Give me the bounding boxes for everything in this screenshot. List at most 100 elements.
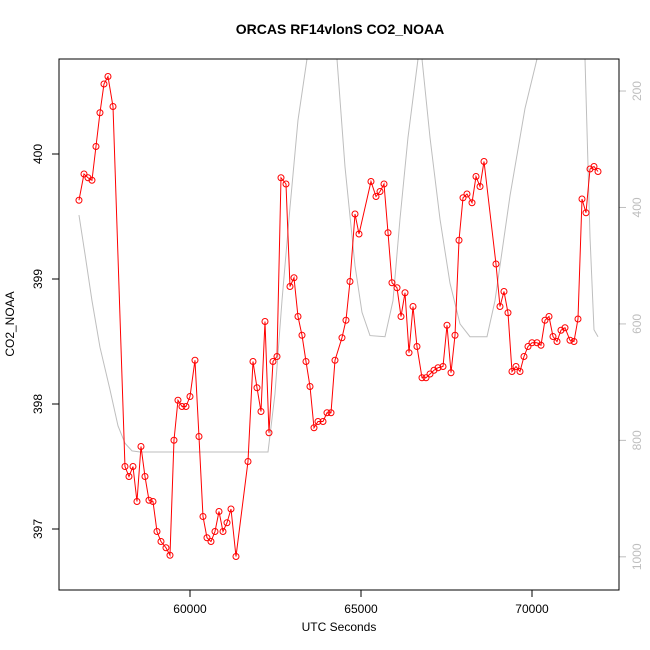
- data-point: [203, 534, 211, 542]
- data-point: [191, 356, 199, 364]
- data-point: [227, 505, 235, 513]
- y-tick-label: 397: [31, 519, 45, 539]
- data-point: [451, 331, 459, 339]
- data-point: [174, 396, 182, 404]
- data-point: [80, 170, 88, 178]
- data-point: [195, 433, 203, 440]
- data-point: [133, 498, 141, 505]
- data-point: [439, 363, 447, 370]
- data-point: [372, 193, 380, 200]
- y-tick-label: 399: [31, 269, 45, 289]
- data-point: [277, 174, 285, 182]
- data-point: [104, 73, 112, 80]
- y2-tick-label: 1000: [630, 543, 644, 570]
- data-point: [310, 424, 318, 432]
- data-point: [211, 528, 219, 535]
- data-line: [78, 74, 599, 558]
- data-point: [294, 313, 302, 320]
- data-point: [331, 356, 339, 364]
- y2-tick-label: 600: [630, 314, 644, 334]
- data-point: [314, 418, 322, 425]
- data-point: [459, 194, 467, 202]
- data-point: [367, 178, 375, 185]
- data-point: [393, 284, 401, 292]
- data-point: [75, 196, 83, 204]
- data-point: [463, 190, 471, 198]
- data-point: [553, 338, 561, 345]
- data-point: [96, 109, 104, 117]
- data-point: [100, 80, 108, 88]
- data-point: [282, 180, 290, 188]
- data-point: [447, 369, 455, 377]
- data-point: [141, 473, 149, 480]
- data-point: [249, 358, 257, 365]
- data-point: [524, 343, 532, 350]
- data-point: [219, 528, 227, 535]
- data-point: [306, 383, 314, 390]
- data-point: [253, 384, 261, 392]
- data-point: [397, 313, 405, 320]
- data-point: [426, 370, 434, 378]
- data-point: [286, 283, 294, 290]
- y-tick-label: 398: [31, 394, 45, 414]
- data-point: [244, 458, 252, 465]
- data-point: [269, 358, 277, 365]
- data-point: [549, 333, 557, 340]
- data-point: [92, 143, 100, 150]
- data-point: [153, 528, 161, 535]
- data-point: [384, 229, 392, 237]
- data-point: [492, 260, 500, 268]
- data-point: [351, 210, 359, 218]
- y2-tick-label: 800: [630, 430, 644, 450]
- data-point: [166, 551, 174, 559]
- data-point: [109, 103, 117, 110]
- data-point: [566, 336, 574, 344]
- data-point: [125, 473, 133, 480]
- x-tick-label: 70000: [515, 602, 549, 616]
- data-point: [409, 303, 417, 310]
- data-point: [162, 544, 170, 552]
- data-point: [323, 409, 331, 417]
- data-point: [480, 158, 488, 165]
- data-point: [418, 374, 426, 382]
- data-point: [380, 180, 388, 188]
- chart-title: ORCAS RF14vlonS CO2_NOAA: [236, 21, 444, 37]
- y-tick-label: 400: [31, 144, 45, 164]
- y2-tick-label: 400: [630, 197, 644, 217]
- data-point: [215, 508, 223, 515]
- data-point: [207, 538, 215, 545]
- data-point: [157, 538, 165, 545]
- data-point: [401, 289, 409, 297]
- data-point: [545, 313, 553, 320]
- data-point: [170, 436, 178, 444]
- data-point: [346, 278, 354, 285]
- x-tick-label: 60000: [173, 602, 207, 616]
- data-point: [405, 349, 413, 357]
- x-axis-label: UTC Seconds: [302, 620, 377, 634]
- data-point: [186, 393, 194, 400]
- data-point: [178, 403, 186, 410]
- data-point: [504, 309, 512, 317]
- data-point: [455, 236, 463, 244]
- data-point: [302, 358, 310, 365]
- data-point: [590, 163, 598, 170]
- data-point: [273, 353, 281, 360]
- data-point: [265, 429, 273, 437]
- data-point: [290, 274, 298, 282]
- data-point: [145, 496, 153, 504]
- data-point: [149, 498, 157, 505]
- data-point: [342, 316, 350, 324]
- data-point: [182, 403, 190, 410]
- data-point: [578, 195, 586, 203]
- y-axis-label: CO2_NOAA: [3, 291, 17, 356]
- data-point: [137, 443, 145, 450]
- data-point: [434, 364, 442, 372]
- data-point: [199, 513, 207, 520]
- x-tick-label: 65000: [344, 602, 378, 616]
- data-point: [129, 463, 137, 470]
- data-point: [88, 176, 96, 184]
- data-point: [512, 363, 520, 370]
- data-point: [561, 324, 569, 332]
- data-point: [319, 418, 327, 425]
